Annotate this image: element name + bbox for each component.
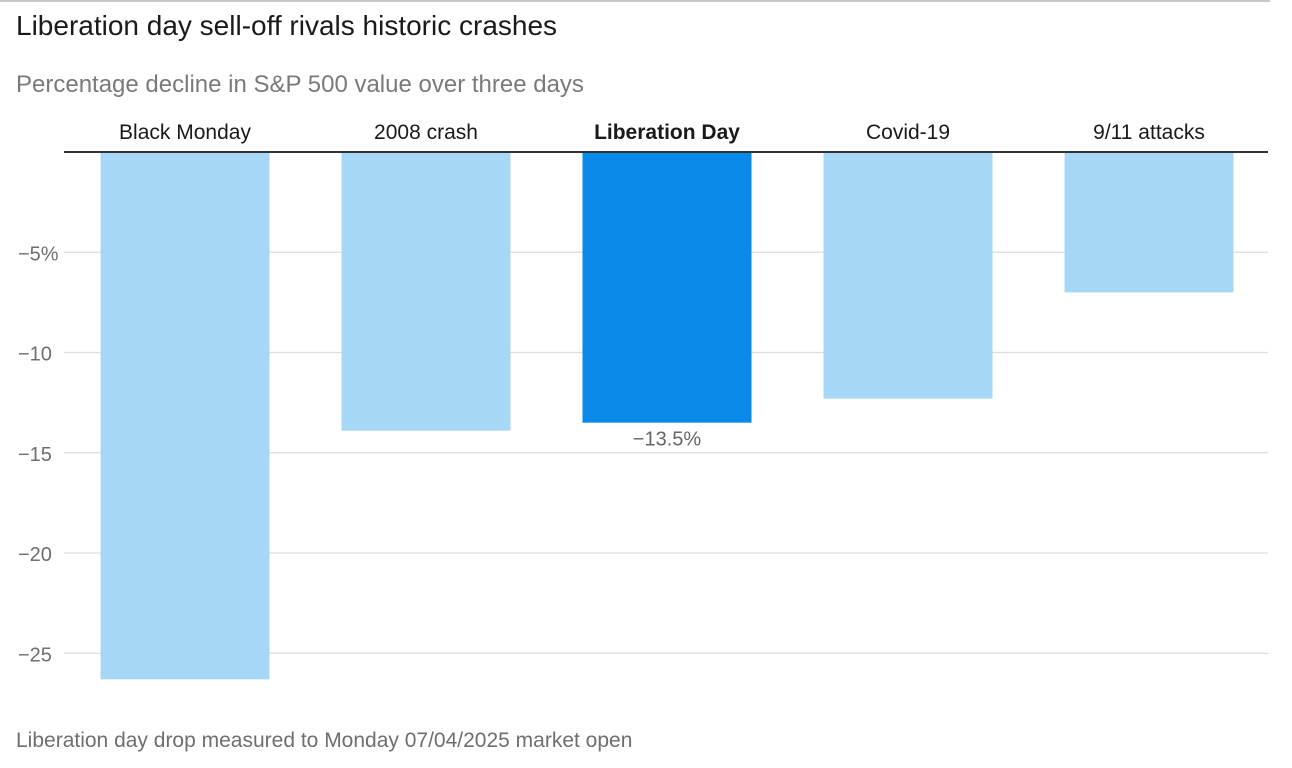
category-label: 2008 crash <box>374 121 478 144</box>
bar <box>1064 152 1234 293</box>
y-tick-label: −5% <box>18 243 59 265</box>
data-label: −13.5% <box>633 429 702 451</box>
category-label: Black Monday <box>119 121 251 144</box>
y-tick-label: −15 <box>18 444 52 466</box>
category-label: Covid-19 <box>866 121 950 144</box>
top-rule <box>0 0 1270 2</box>
y-tick-label: −10 <box>18 344 52 366</box>
y-tick-label: −20 <box>18 544 52 566</box>
category-label: 9/11 attacks <box>1093 121 1205 144</box>
chart-subtitle: Percentage decline in S&P 500 value over… <box>16 71 584 98</box>
bar <box>582 152 752 423</box>
bar <box>100 152 270 680</box>
bar <box>823 152 993 399</box>
bar <box>341 152 511 431</box>
chart-title: Liberation day sell-off rivals historic … <box>16 10 558 41</box>
chart-footnote: Liberation day drop measured to Monday 0… <box>16 729 633 752</box>
category-label: Liberation Day <box>594 121 740 144</box>
y-tick-label: −25 <box>18 644 52 666</box>
